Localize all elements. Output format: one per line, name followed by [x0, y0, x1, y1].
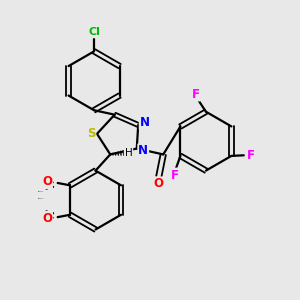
Text: F: F [247, 149, 255, 162]
Text: N: N [138, 144, 148, 158]
Text: methoxy: methoxy [38, 191, 44, 192]
Text: O: O [42, 175, 52, 188]
Text: O: O [42, 212, 52, 225]
Text: O: O [153, 177, 163, 190]
Text: N: N [140, 116, 150, 129]
Text: methoxy: methoxy [38, 198, 45, 199]
Text: H: H [124, 148, 132, 158]
Text: S: S [87, 127, 95, 140]
Text: Cl: Cl [88, 27, 100, 37]
Text: F: F [171, 169, 179, 182]
Text: F: F [192, 88, 200, 100]
